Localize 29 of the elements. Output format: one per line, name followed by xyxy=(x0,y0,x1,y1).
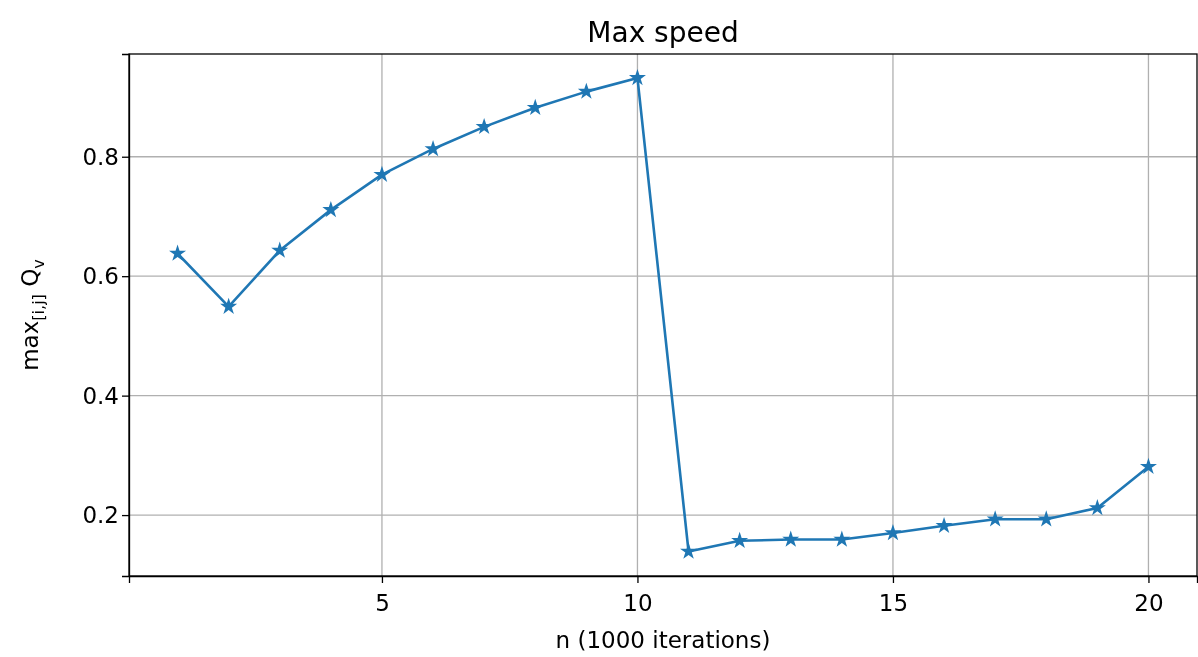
point xyxy=(782,530,800,547)
point xyxy=(731,531,749,549)
x-tick-label: 10 xyxy=(623,590,653,617)
point xyxy=(169,244,187,261)
y-tick-label: 0.8 xyxy=(82,143,119,170)
point xyxy=(373,165,391,182)
point xyxy=(220,297,238,314)
point xyxy=(322,200,340,218)
point xyxy=(1139,457,1157,474)
y-tick-label: 0.6 xyxy=(82,263,119,290)
point xyxy=(628,68,646,86)
point xyxy=(475,117,493,135)
x-tick-label: 15 xyxy=(878,590,909,617)
y-tick-label: 0.2 xyxy=(82,501,119,528)
point xyxy=(884,524,902,541)
x-tick-label: 20 xyxy=(1134,590,1164,617)
point xyxy=(1088,498,1106,516)
point xyxy=(986,510,1004,527)
point xyxy=(1037,510,1055,527)
y-tick-label: 0.4 xyxy=(82,382,119,409)
x-axis-title: n (1000 iterations) xyxy=(555,627,771,653)
point xyxy=(833,530,851,547)
point xyxy=(577,82,595,99)
point xyxy=(935,516,953,534)
point xyxy=(424,140,442,157)
point xyxy=(271,241,289,258)
x-tick-label: 5 xyxy=(375,590,390,617)
point xyxy=(680,542,698,559)
chart-title: Max speed xyxy=(587,16,739,49)
